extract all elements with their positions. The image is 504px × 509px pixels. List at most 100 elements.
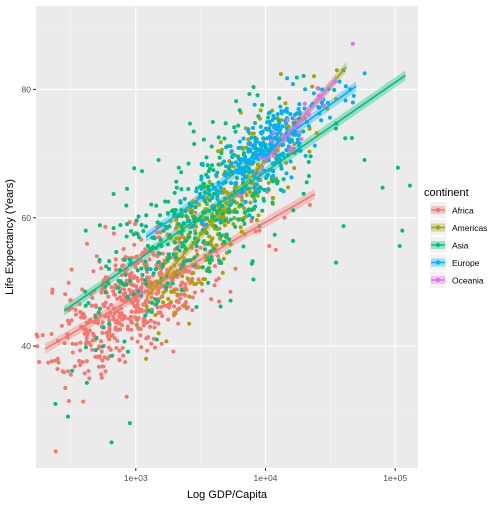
data-point-africa xyxy=(138,333,143,338)
data-point-africa xyxy=(84,335,89,340)
data-point-americas xyxy=(209,242,214,247)
data-point-africa xyxy=(102,355,107,360)
data-point-africa xyxy=(113,263,118,268)
data-point-asia xyxy=(180,263,185,268)
data-point-asia xyxy=(144,267,149,272)
data-point-africa xyxy=(119,317,124,322)
data-point-americas xyxy=(144,304,149,309)
data-point-americas xyxy=(334,68,339,73)
data-point-europe xyxy=(243,199,248,204)
data-point-americas xyxy=(310,84,315,89)
data-point-europe xyxy=(250,155,255,160)
data-point-asia xyxy=(103,284,108,289)
data-point-europe xyxy=(189,224,194,229)
data-point-africa xyxy=(91,269,96,274)
data-point-asia xyxy=(140,169,145,174)
data-point-europe xyxy=(265,172,270,177)
data-point-africa xyxy=(139,258,144,263)
data-point-europe xyxy=(228,217,233,222)
data-point-africa xyxy=(135,339,140,344)
data-point-europe xyxy=(288,159,293,164)
data-point-africa xyxy=(178,296,183,301)
data-point-americas xyxy=(314,131,319,136)
data-point-africa xyxy=(122,314,127,319)
data-point-asia xyxy=(93,348,98,353)
data-point-asia xyxy=(226,210,231,215)
trend-lines xyxy=(44,66,406,350)
data-point-europe xyxy=(199,177,204,182)
data-point-europe xyxy=(136,288,141,293)
data-point-asia xyxy=(250,215,255,220)
data-point-asia xyxy=(210,214,215,219)
data-point-europe xyxy=(261,140,266,145)
data-point-americas xyxy=(180,274,185,279)
data-point-asia xyxy=(245,208,250,213)
data-point-africa xyxy=(183,293,188,298)
data-point-europe xyxy=(296,143,301,148)
legend-title: continent xyxy=(424,187,469,199)
data-point-americas xyxy=(191,270,196,275)
data-point-asia xyxy=(166,199,171,204)
data-point-africa xyxy=(159,341,164,346)
data-point-asia xyxy=(116,278,121,283)
data-point-europe xyxy=(275,132,280,137)
data-point-africa xyxy=(149,341,154,346)
data-point-asia xyxy=(187,121,192,126)
data-point-africa xyxy=(127,287,132,292)
data-point-africa xyxy=(129,320,134,325)
legend-key-point xyxy=(435,260,441,265)
data-point-asia xyxy=(260,208,265,213)
data-point-africa xyxy=(249,219,254,224)
data-point-oceania xyxy=(350,41,355,46)
data-point-asia xyxy=(179,287,184,292)
data-point-africa xyxy=(106,306,111,311)
data-point-africa xyxy=(80,287,85,292)
data-point-africa xyxy=(77,358,82,363)
data-point-africa xyxy=(111,314,116,319)
data-point-asia xyxy=(163,224,168,229)
data-point-europe xyxy=(292,112,297,117)
data-point-americas xyxy=(189,279,194,284)
data-point-americas xyxy=(234,200,239,205)
data-point-europe xyxy=(218,218,223,223)
data-point-europe xyxy=(303,153,308,158)
data-point-asia xyxy=(170,281,175,286)
data-point-asia xyxy=(70,368,75,373)
data-point-africa xyxy=(78,340,83,345)
data-point-americas xyxy=(250,131,255,136)
data-point-asia xyxy=(234,210,239,215)
data-point-africa xyxy=(121,291,126,296)
data-point-americas xyxy=(279,118,284,123)
data-point-europe xyxy=(268,122,273,127)
data-point-europe xyxy=(298,148,303,153)
data-point-asia xyxy=(98,306,103,311)
data-point-asia xyxy=(154,302,159,307)
data-point-asia xyxy=(304,180,309,185)
data-point-africa xyxy=(132,242,137,247)
data-point-americas xyxy=(231,164,236,169)
data-point-africa xyxy=(140,309,145,314)
data-point-asia xyxy=(281,177,286,182)
data-point-europe xyxy=(247,213,252,218)
data-point-africa xyxy=(192,290,197,295)
data-point-americas xyxy=(214,243,219,248)
data-point-americas xyxy=(164,339,169,344)
data-point-africa xyxy=(69,318,74,323)
data-point-asia xyxy=(233,129,238,134)
data-point-europe xyxy=(252,120,257,125)
data-point-africa xyxy=(85,332,90,337)
data-point-oceania xyxy=(280,133,285,138)
data-point-oceania xyxy=(237,193,242,198)
data-point-africa xyxy=(84,329,89,334)
data-point-africa xyxy=(106,336,111,341)
data-point-asia xyxy=(234,99,239,104)
data-point-asia xyxy=(207,192,212,197)
data-point-americas xyxy=(292,165,297,170)
data-point-asia xyxy=(153,297,158,302)
data-point-oceania xyxy=(306,112,311,117)
data-point-asia xyxy=(209,144,214,149)
data-point-asia xyxy=(250,193,255,198)
data-point-africa xyxy=(133,265,138,270)
data-point-asia xyxy=(223,218,228,223)
